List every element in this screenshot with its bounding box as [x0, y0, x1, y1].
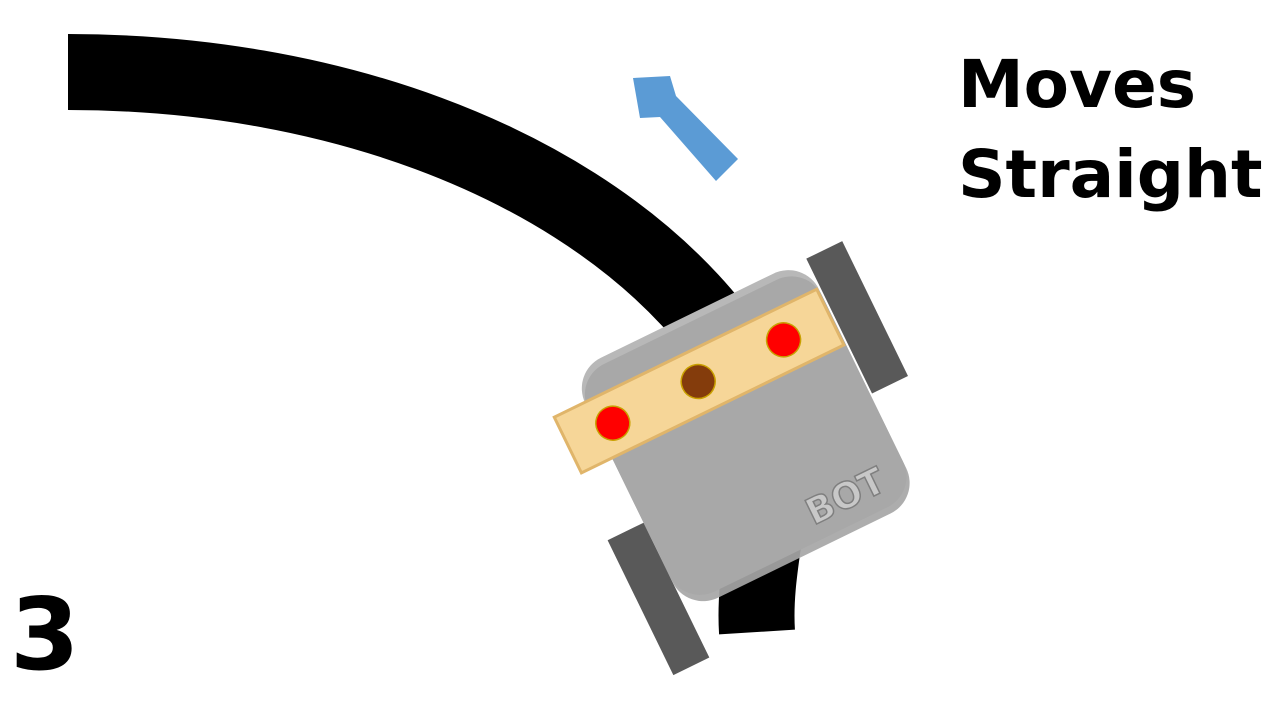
- caption: Moves Straight: [958, 40, 1263, 220]
- robot-chassis: [584, 276, 910, 602]
- sensor-left: [595, 405, 631, 441]
- sensor-right: [765, 322, 802, 358]
- robot-wheel-left: [607, 522, 710, 676]
- caption-line-2: Straight: [958, 136, 1263, 213]
- direction-arrow: [633, 76, 738, 181]
- caption-line-1: Moves: [958, 46, 1197, 123]
- robot-wheel-right: [806, 241, 908, 394]
- step-number: 3: [10, 576, 80, 693]
- sensor-center: [680, 363, 716, 400]
